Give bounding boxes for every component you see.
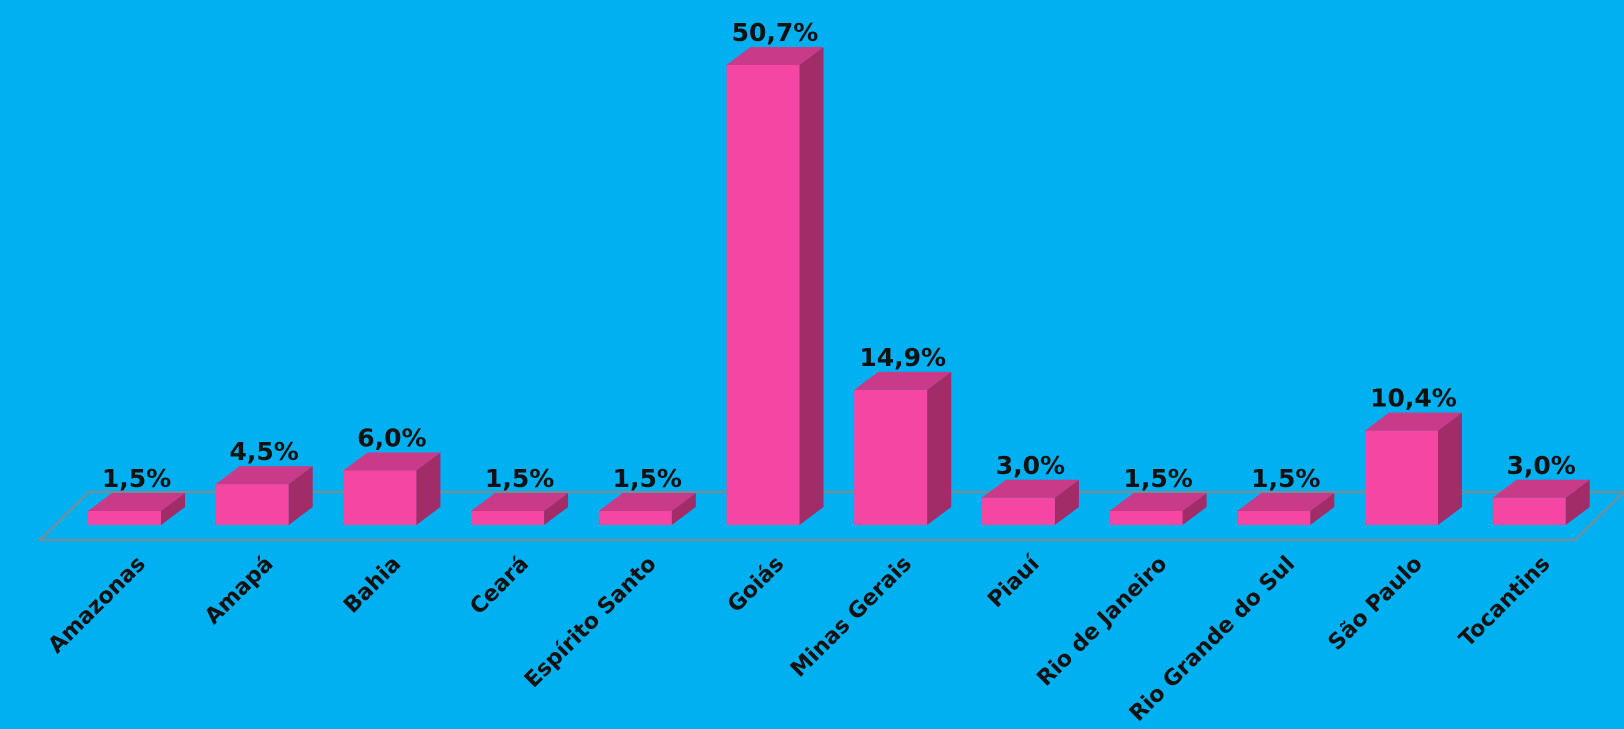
bar-front-piaui (981, 497, 1055, 525)
bar-side-bahia (416, 452, 441, 525)
bar-top-amapa (215, 466, 313, 485)
bar-top-sao-paulo (1365, 412, 1462, 431)
category-label-bahia: Bahia (339, 552, 406, 619)
category-label-ceara: Ceará (466, 552, 534, 620)
bar-goias (726, 47, 824, 525)
category-label-amazonas: Amazonas (44, 552, 151, 659)
category-label-espirito-santo: Espírito Santo (520, 552, 661, 693)
bar-sao-paulo (1365, 412, 1462, 525)
category-label-amapa: Amapá (200, 552, 278, 630)
bar-front-minas-gerais (854, 389, 928, 525)
bar-top-minas-gerais (854, 371, 952, 390)
category-label-goias: Goiás (723, 552, 789, 618)
value-label-rio-grande-do-sul: 1,5% (1251, 464, 1320, 493)
bar-front-amazonas (88, 511, 161, 525)
bar-amapa (215, 466, 313, 525)
bar-side-rio-de-janeiro (1182, 493, 1207, 525)
bar-side-piaui (1054, 479, 1079, 525)
bar-ceara (471, 493, 569, 525)
category-label-minas-gerais: Minas Gerais (786, 552, 917, 683)
bar-front-sao-paulo (1365, 430, 1438, 525)
value-label-minas-gerais: 14,9% (859, 343, 946, 372)
value-labels-group: 1,5% 4,5% 6,0% 1,5% 1,5% 50,7% 14,9% 3,0% 1,5% 1,… (102, 18, 1576, 493)
value-label-goias: 50,7% (732, 18, 819, 47)
bar-top-amazonas (88, 493, 185, 511)
bar-top-tocantins (1492, 479, 1590, 498)
bar-rio-grande-do-sul (1237, 493, 1335, 525)
value-label-amapa: 4,5% (230, 437, 299, 466)
value-label-amazonas: 1,5% (102, 464, 171, 493)
bar-side-amapa (288, 466, 313, 525)
value-label-tocantins: 3,0% (1507, 451, 1576, 480)
category-label-tocantins: Tocantins (1455, 552, 1556, 653)
category-label-piaui: Piauí (983, 551, 1045, 613)
chart-floor (36, 490, 1624, 542)
value-label-ceara: 1,5% (485, 464, 554, 493)
value-label-rio-de-janeiro: 1,5% (1123, 464, 1192, 493)
value-label-espirito-santo: 1,5% (613, 464, 682, 493)
bar-top-goias (726, 47, 824, 65)
bar-piaui (981, 479, 1079, 525)
bar-front-espirito-santo (598, 511, 672, 525)
bar-top-bahia (343, 452, 441, 471)
value-label-sao-paulo: 10,4% (1370, 384, 1457, 413)
bar-front-rio-grande-do-sul (1237, 511, 1311, 525)
bar-front-goias (726, 65, 800, 525)
value-label-piaui: 3,0% (996, 451, 1065, 480)
value-label-bahia: 6,0% (357, 424, 426, 453)
bar-tocantins (1492, 479, 1590, 525)
bar-amazonas (88, 493, 185, 525)
bar-side-amazonas (161, 493, 185, 525)
category-label-rio-de-janeiro: Rio de Janeiro (1033, 552, 1173, 692)
bar-side-minas-gerais (927, 371, 952, 525)
bar-front-bahia (343, 470, 417, 525)
bar-front-tocantins (1492, 497, 1566, 525)
bar-top-ceara (471, 493, 569, 511)
bar-top-rio-de-janeiro (1109, 493, 1207, 511)
bar-minas-gerais (854, 371, 952, 525)
bar-rio-de-janeiro (1109, 493, 1207, 525)
bar-side-sao-paulo (1438, 412, 1462, 525)
bar-side-tocantins (1565, 479, 1590, 525)
bar-side-ceara (544, 493, 569, 525)
bar-side-goias (799, 47, 824, 525)
bar-top-piaui (981, 479, 1079, 498)
category-label-sao-paulo: São Paulo (1324, 552, 1428, 656)
bar-front-amapa (215, 484, 289, 525)
bar-top-espirito-santo (598, 493, 696, 511)
bar-front-ceara (471, 511, 545, 525)
bars-group (88, 47, 1590, 525)
bar-side-espirito-santo (671, 493, 696, 525)
bar-bahia (343, 452, 441, 525)
bar-side-rio-grande-do-sul (1310, 493, 1335, 525)
bar-top-rio-grande-do-sul (1237, 493, 1335, 511)
bar-front-rio-de-janeiro (1109, 511, 1183, 525)
bar-espirito-santo (598, 493, 696, 525)
